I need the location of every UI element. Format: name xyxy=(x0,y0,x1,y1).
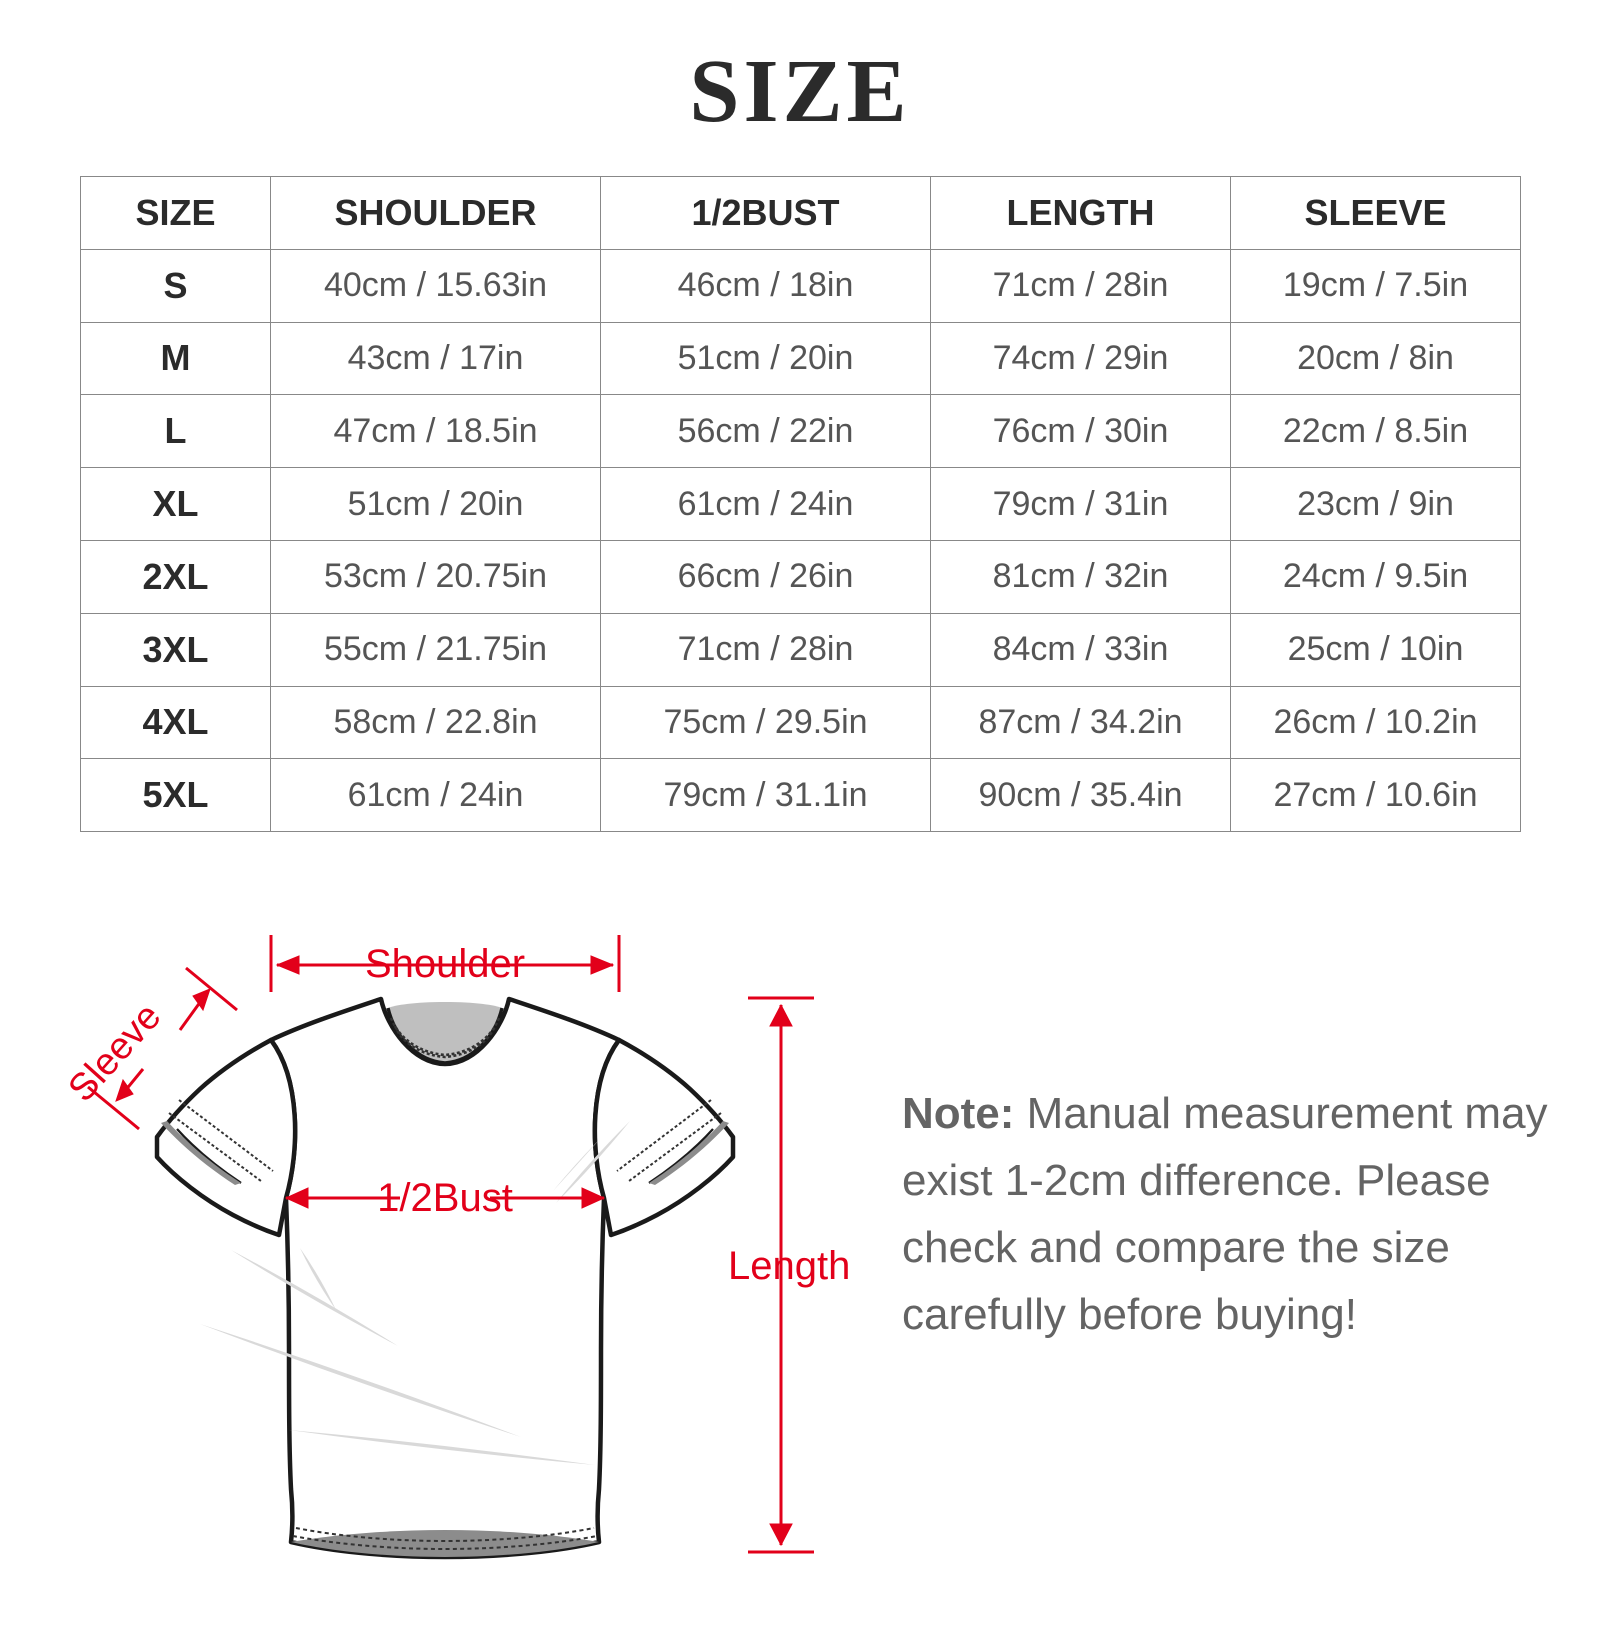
svg-text:Shoulder: Shoulder xyxy=(365,942,525,986)
svg-text:Length: Length xyxy=(728,1244,850,1288)
svg-text:1/2Bust: 1/2Bust xyxy=(377,1176,513,1220)
svg-text:Sleeve: Sleeve xyxy=(60,996,169,1110)
